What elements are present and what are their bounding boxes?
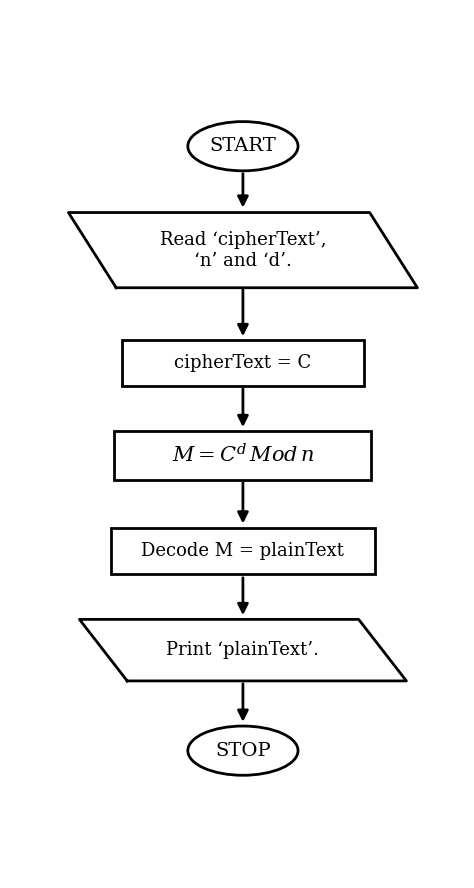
Text: STOP: STOP <box>215 741 271 759</box>
Text: START: START <box>210 138 276 155</box>
Bar <box>114 431 372 480</box>
Text: $\mathit{M = C^{d}\,Mod\,n}$: $\mathit{M = C^{d}\,Mod\,n}$ <box>172 444 314 467</box>
Text: Read ‘cipherText’,
‘n’ and ‘d’.: Read ‘cipherText’, ‘n’ and ‘d’. <box>160 231 326 270</box>
Ellipse shape <box>188 122 298 170</box>
Text: Decode M = plainText: Decode M = plainText <box>141 542 345 560</box>
Polygon shape <box>68 212 418 288</box>
Ellipse shape <box>188 726 298 775</box>
Bar <box>122 340 364 386</box>
Text: cipherText = C: cipherText = C <box>174 354 311 372</box>
Text: Print ‘plainText’.: Print ‘plainText’. <box>166 641 319 659</box>
Bar <box>110 527 375 575</box>
Polygon shape <box>80 620 406 681</box>
